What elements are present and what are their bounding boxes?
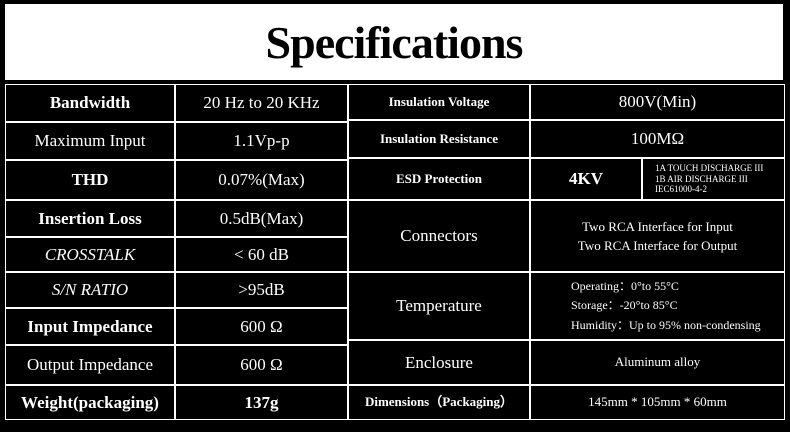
text: Two RCA Interface for Output bbox=[577, 238, 738, 253]
text: 0.5dB(Max) bbox=[219, 208, 304, 228]
spec-value: 1.1Vp-p bbox=[175, 122, 348, 160]
text: CROSSTALK bbox=[44, 244, 136, 264]
text: Insulation Voltage bbox=[388, 93, 490, 109]
spec-label: Bandwidth bbox=[5, 84, 175, 122]
text: Two RCA Interface for Input bbox=[582, 218, 733, 234]
spec-label: Dimensions（Packaging） bbox=[348, 385, 530, 420]
text: 145mm * 105mm * 60mm bbox=[588, 394, 727, 410]
title: Specifications bbox=[5, 4, 783, 80]
text: < 60 dB bbox=[234, 244, 289, 264]
text: 600 Ω bbox=[240, 316, 283, 336]
text: 1.1Vp-p bbox=[233, 131, 290, 151]
spec-label: Output Impedance bbox=[5, 345, 175, 385]
spec-value: 20 Hz to 20 KHz bbox=[175, 84, 348, 122]
text: Weight(packaging) bbox=[21, 392, 159, 412]
spec-value: Two RCA Interface for Input Two RCA Inter… bbox=[530, 200, 785, 272]
spec-value: 100MΩ bbox=[530, 120, 785, 158]
spec-label: Weight(packaging) bbox=[5, 385, 175, 420]
spec-notes: 1A TOUCH DISCHARGE III 1B AIR DISCHARGE I… bbox=[642, 158, 785, 200]
spec-label: Enclosure bbox=[348, 340, 530, 385]
text: 600 Ω bbox=[240, 355, 283, 375]
text: Dimensions（Packaging） bbox=[364, 394, 514, 410]
text: 800V(Min) bbox=[618, 92, 697, 112]
spec-label: Connectors bbox=[348, 200, 530, 272]
text: Insulation Resistance bbox=[379, 130, 499, 146]
spec-value: 0.07%(Max) bbox=[175, 160, 348, 200]
spec-label: Temperature bbox=[348, 272, 530, 340]
text: THD bbox=[71, 170, 109, 190]
text: Storage：-20°to 85°C bbox=[571, 298, 678, 313]
spec-label: CROSSTALK bbox=[5, 237, 175, 272]
text: >95dB bbox=[238, 280, 285, 300]
text: S/N RATIO bbox=[51, 280, 129, 300]
spec-value: 800V(Min) bbox=[530, 84, 785, 120]
text: 137g bbox=[244, 392, 279, 412]
text: Temperature bbox=[396, 296, 482, 316]
text: IEC61000-4-2 bbox=[655, 184, 707, 195]
text: Enclosure bbox=[405, 352, 473, 372]
spec-label: THD bbox=[5, 160, 175, 200]
spec-value: 600 Ω bbox=[175, 308, 348, 345]
text: Humidity：Up to 95% non-condensing bbox=[571, 317, 761, 332]
spec-label: Insulation Voltage bbox=[348, 84, 530, 120]
spec-value: Aluminum alloy bbox=[530, 340, 785, 385]
text: Insertion Loss bbox=[38, 208, 142, 228]
text: Operating：0°to 55°C bbox=[571, 279, 679, 294]
text: 0.07%(Max) bbox=[218, 170, 305, 190]
spec-value: >95dB bbox=[175, 272, 348, 308]
text: Output Impedance bbox=[26, 355, 154, 375]
spec-value: 0.5dB(Max) bbox=[175, 200, 348, 237]
spec-label: S/N RATIO bbox=[5, 272, 175, 308]
spec-value: 600 Ω bbox=[175, 345, 348, 385]
spec-value: Operating：0°to 55°C Storage：-20°to 85°C Hu… bbox=[530, 272, 785, 340]
text: Bandwidth bbox=[49, 93, 131, 113]
text: Connectors bbox=[400, 226, 478, 246]
text: 20 Hz to 20 KHz bbox=[203, 93, 320, 113]
text: 100MΩ bbox=[630, 129, 685, 149]
text: Aluminum alloy bbox=[614, 354, 701, 370]
spec-label: Insulation Resistance bbox=[348, 120, 530, 158]
text: 1A TOUCH DISCHARGE III bbox=[655, 162, 764, 173]
text: Maximum Input bbox=[34, 131, 146, 151]
spec-label: Insertion Loss bbox=[5, 200, 175, 237]
spec-value: 4KV bbox=[530, 158, 642, 200]
spec-value: 145mm * 105mm * 60mm bbox=[530, 385, 785, 420]
spec-label: Maximum Input bbox=[5, 122, 175, 160]
text: Input Impedance bbox=[27, 316, 153, 336]
spec-value: < 60 dB bbox=[175, 237, 348, 272]
text: 4KV bbox=[569, 169, 603, 189]
spec-label: ESD Protection bbox=[348, 158, 530, 200]
spec-label: Input Impedance bbox=[5, 308, 175, 345]
text: 1B AIR DISCHARGE III bbox=[655, 173, 748, 184]
spec-value: 137g bbox=[175, 385, 348, 420]
text: ESD Protection bbox=[395, 170, 483, 186]
